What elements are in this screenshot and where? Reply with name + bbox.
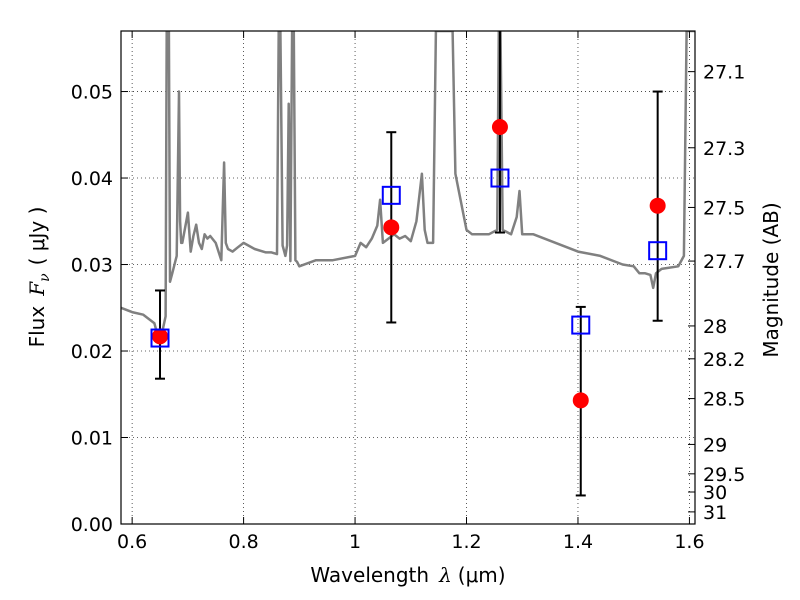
y2-tick-label: 28.5	[703, 389, 745, 411]
plot-area	[121, 31, 695, 335]
x-axis-label: Wavelength λ (μm)	[310, 563, 505, 587]
y-tick-label: 0.02	[71, 341, 113, 363]
y2-tick-label: 29	[703, 434, 727, 456]
error-bars	[155, 31, 663, 497]
observed-point	[150, 328, 170, 348]
observed-point	[381, 185, 401, 205]
x-tick-label: 1.2	[451, 531, 481, 553]
spectrum-line	[121, 31, 695, 335]
x-tick-label: 1.4	[563, 531, 593, 553]
model-point	[649, 197, 666, 214]
y2-tick-label: 30	[703, 482, 727, 504]
x-tick-label: 1	[349, 531, 361, 553]
markers	[150, 119, 668, 409]
x-tick-label: 0.8	[228, 531, 258, 553]
y2-tick-label: 31	[703, 502, 727, 524]
y-tick-label: 0.00	[71, 514, 113, 536]
x-tick-label: 1.6	[674, 531, 704, 553]
model-point	[491, 119, 508, 136]
y2-axis-label: Magnitude (AB)	[759, 202, 783, 357]
y2-tick-label: 27.1	[703, 62, 745, 84]
observed-point	[648, 241, 668, 261]
y-axis-label: FluxFν( μJy )	[25, 207, 53, 348]
y2-tick-label: 28	[703, 316, 727, 338]
model-point	[572, 392, 589, 409]
model-point	[383, 219, 400, 236]
model-point	[152, 328, 169, 345]
y-tick-label: 0.03	[71, 255, 113, 277]
grid	[121, 31, 695, 525]
x-tick-label: 0.6	[117, 531, 147, 553]
ticks: 0.6 0.8 1 1.2 1.4 1.6 0.00 0.01 0.02 0.03 0.04 0.05…	[71, 31, 745, 553]
y2-tick-label: 29.5	[703, 464, 745, 486]
y2-tick-label: 27.3	[703, 138, 745, 160]
y-tick-label: 0.01	[71, 428, 113, 450]
observed-point	[571, 315, 591, 335]
y2-tick-label: 28.2	[703, 349, 745, 371]
y-tick-label: 0.04	[71, 168, 113, 190]
y2-tick-label: 27.5	[703, 197, 745, 219]
y2-tick-label: 27.7	[703, 251, 745, 273]
y-tick-label: 0.05	[71, 82, 113, 104]
plot-frame	[120, 30, 696, 525]
observed-point	[490, 168, 510, 188]
